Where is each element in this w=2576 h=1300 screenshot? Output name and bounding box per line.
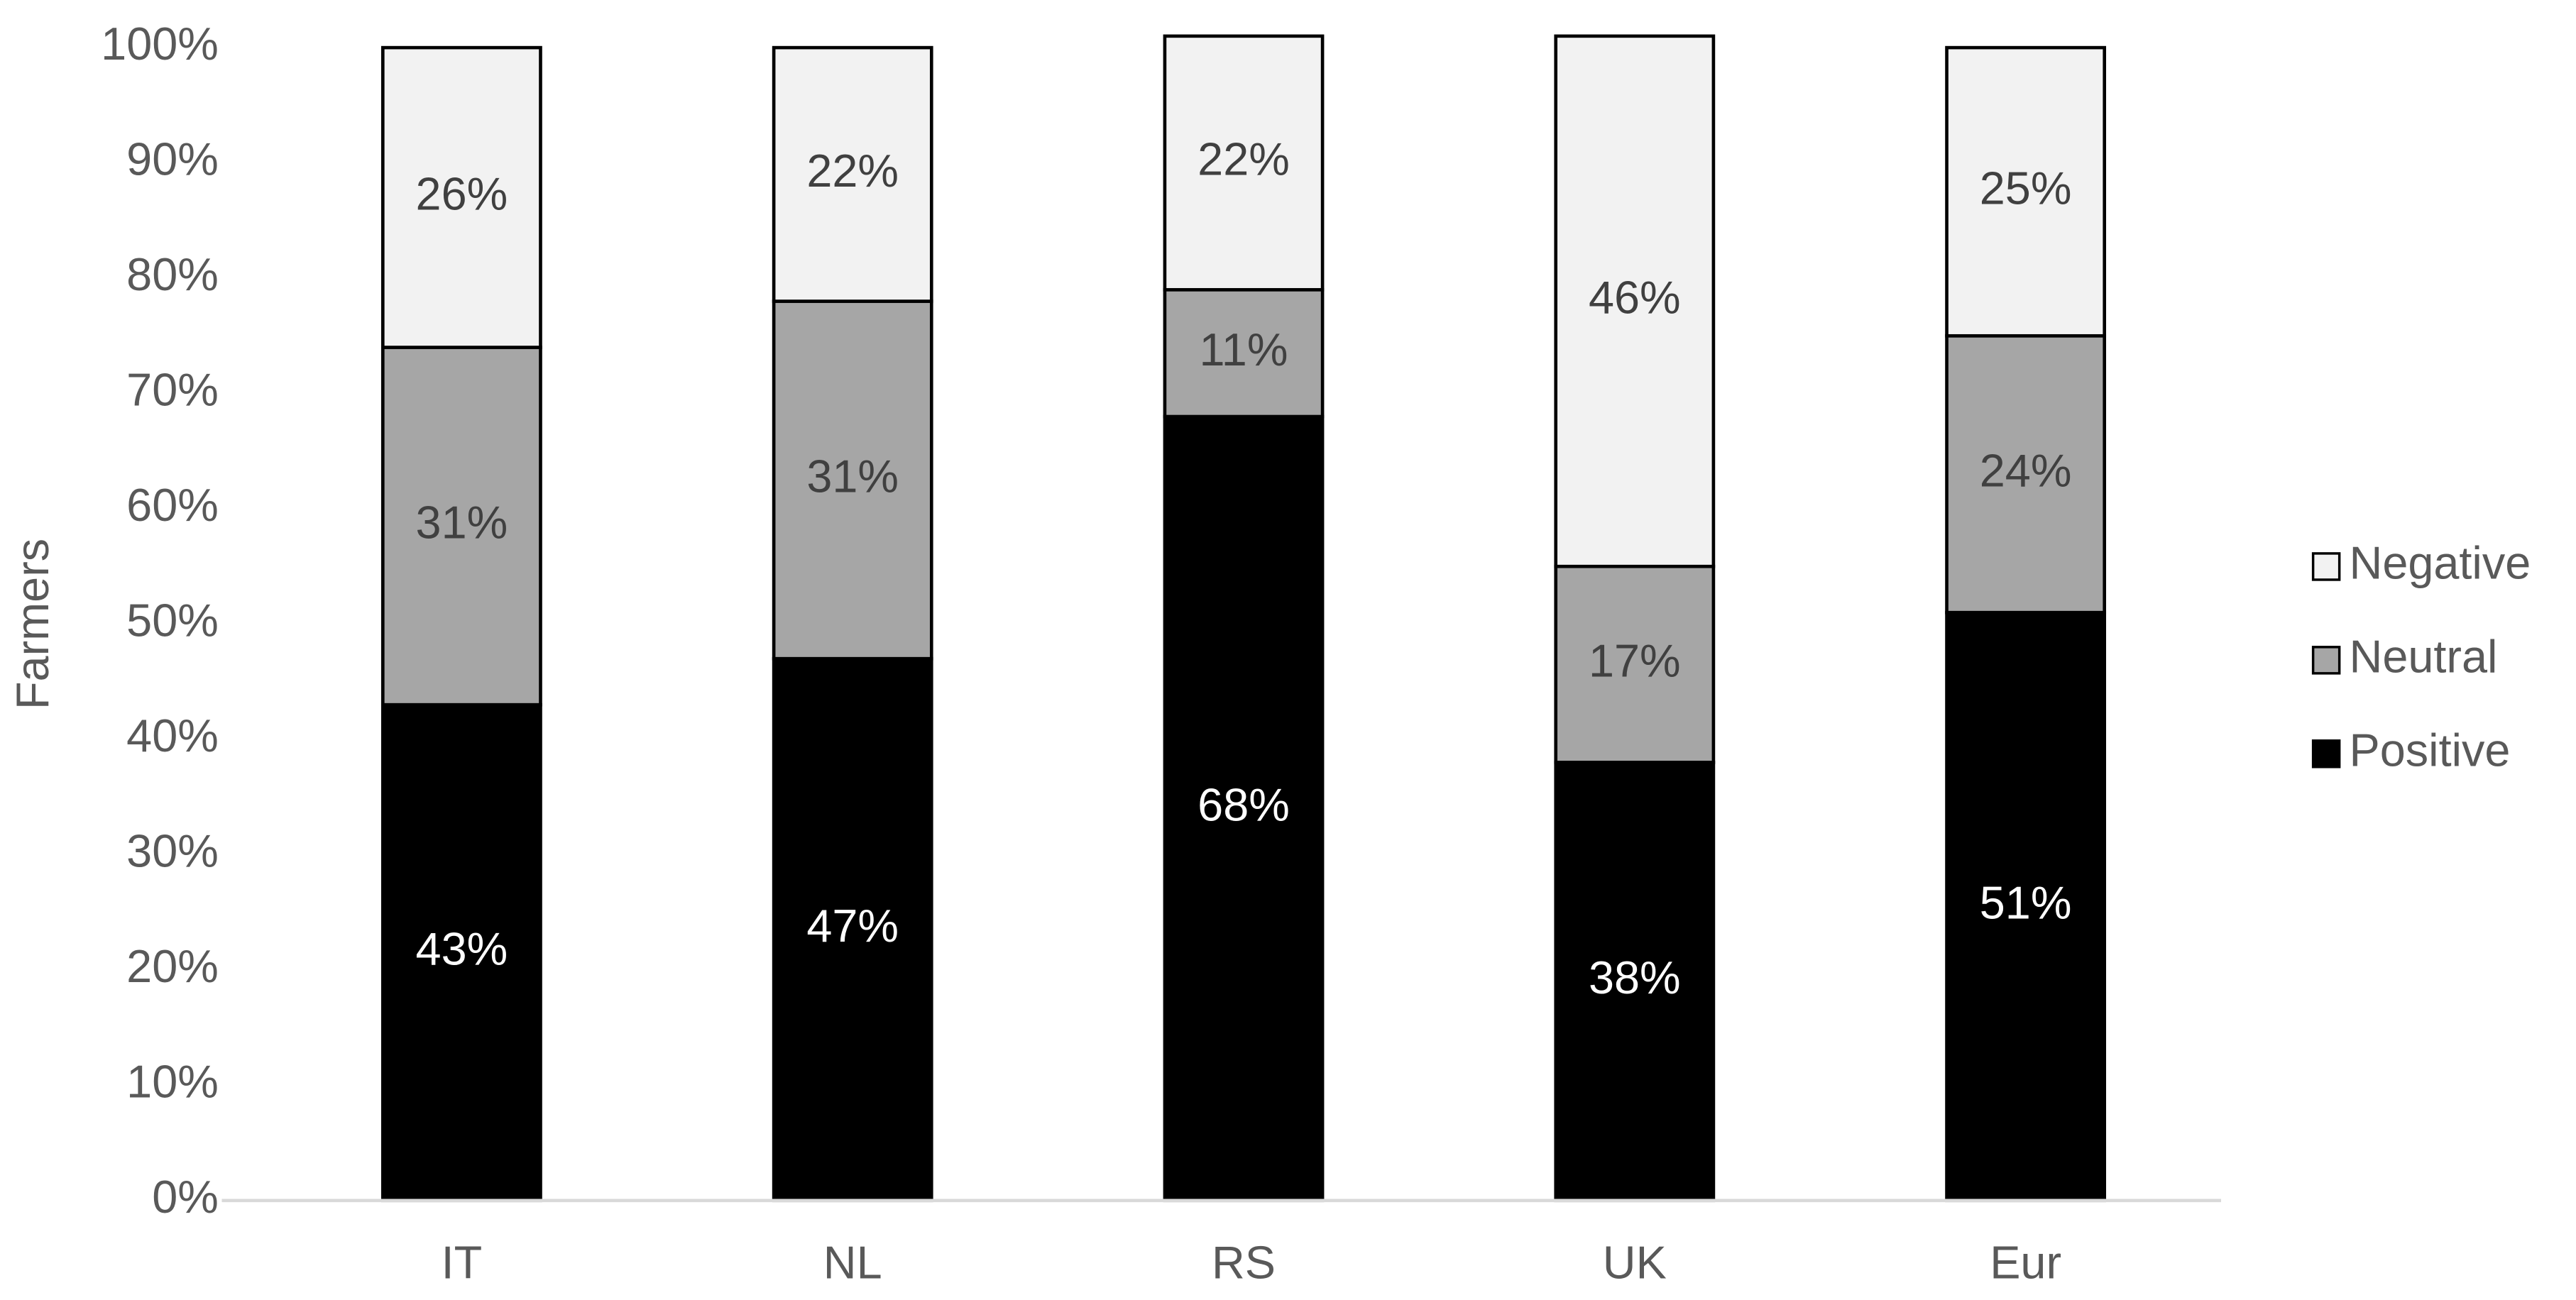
value-label: 68% [1197, 779, 1290, 831]
bar-segment [1554, 34, 1716, 568]
value-label: 31% [806, 450, 899, 502]
y-tick-label: 60% [126, 479, 219, 531]
y-tick-label: 0% [152, 1171, 219, 1223]
x-tick-label: NL [823, 1236, 882, 1288]
bar-segment [1163, 287, 1325, 419]
y-tick-label: 40% [126, 710, 219, 761]
legend-swatch [2311, 552, 2341, 581]
x-tick-label: RS [1212, 1236, 1276, 1288]
bar-segment [772, 299, 933, 661]
legend-swatch [2311, 646, 2341, 675]
value-label: 43% [416, 923, 508, 975]
y-tick-label: 10% [126, 1055, 219, 1107]
value-label: 38% [1589, 952, 1681, 1003]
legend-swatch [2311, 739, 2341, 769]
bar-segment [1163, 34, 1325, 292]
value-label: 47% [806, 900, 899, 952]
y-tick-label: 30% [126, 825, 219, 876]
bar-segment [1554, 564, 1716, 764]
value-label: 24% [1980, 444, 2072, 496]
value-label: 17% [1589, 634, 1681, 686]
value-label: 22% [806, 145, 899, 197]
y-tick-label: 80% [126, 248, 219, 300]
bar-segment [1945, 610, 2107, 1203]
legend-label: Positive [2350, 724, 2511, 776]
y-tick-label: 70% [126, 364, 219, 416]
x-tick-label: UK [1603, 1236, 1667, 1288]
value-label: 51% [1980, 877, 2072, 929]
y-tick-label: 90% [126, 133, 219, 185]
legend-label: Neutral [2350, 630, 2498, 682]
y-tick-label: 20% [126, 940, 219, 992]
bar-segment [772, 45, 933, 303]
x-tick-label: IT [442, 1236, 483, 1288]
value-label: 26% [416, 167, 508, 219]
y-axis-title: Farmers [6, 539, 58, 710]
bar-segment [1163, 414, 1325, 1203]
value-label: 22% [1197, 133, 1290, 185]
value-label: 25% [1980, 162, 2072, 214]
value-label: 31% [416, 496, 508, 548]
bar-segment [381, 45, 542, 349]
y-tick-label: 100% [101, 18, 219, 70]
bar-segment [1945, 334, 2107, 615]
bar-segment [1945, 45, 2107, 338]
x-tick-label: Eur [1990, 1236, 2061, 1288]
value-label: 46% [1589, 272, 1681, 324]
y-tick-label: 50% [126, 595, 219, 646]
legend-label: Negative [2350, 537, 2531, 589]
bar-segment [381, 703, 542, 1203]
value-label: 11% [1200, 324, 1288, 375]
